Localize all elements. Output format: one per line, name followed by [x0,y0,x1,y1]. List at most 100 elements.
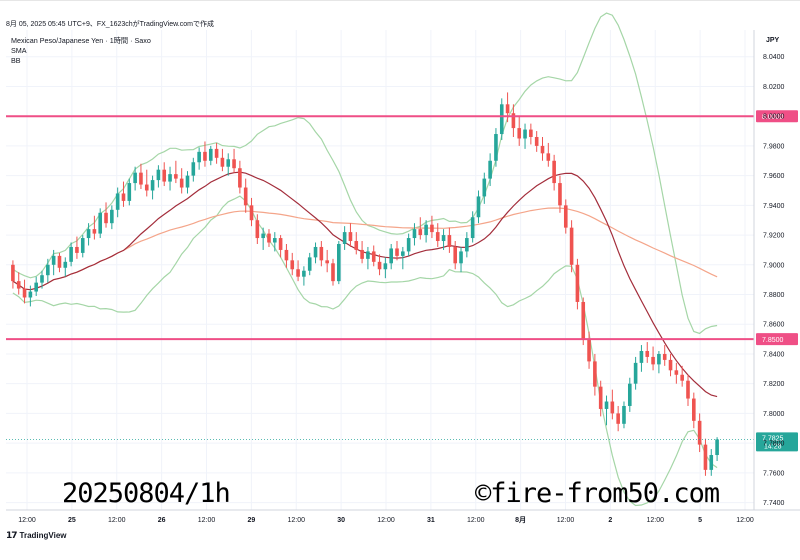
candle-body [325,260,329,264]
candle-body [232,159,236,169]
candle-body [575,264,580,302]
candle-body [139,172,143,185]
tradingview-logo-icon: 𝟭𝟳 [6,530,17,540]
candle-body [238,168,242,188]
candle-body [569,227,574,265]
candle-body [389,248,393,264]
x-tick-label: 12:00 [198,517,216,524]
symbol-line[interactable]: Mexican Peso/Japanese Yen · 1時間 · Saxo [11,36,151,45]
candle-body [412,229,417,239]
candle-body [424,224,428,236]
y-tick-label: 7.8200 [763,381,785,388]
candle-body [366,251,370,259]
candle-body [715,439,719,456]
indicator-bb[interactable]: BB [11,56,21,65]
x-tick-label: 12:00 [18,517,36,524]
candle-body [11,264,15,282]
candle-body [441,235,446,242]
candle-body [668,359,673,371]
candle-body [174,174,178,179]
candle-body [371,251,376,262]
candle-body [406,238,411,252]
candle-body [144,184,149,191]
x-tick-label: 12:00 [377,517,395,524]
candle-body [284,249,289,261]
y-tick-label: 8.0200 [763,84,785,91]
currency-label: JPY [766,37,780,44]
candle-body [587,339,591,362]
last-price-label: 7.7825 [762,435,784,442]
candle-body [168,174,172,182]
candle-body [360,249,364,259]
candle-body [610,401,615,414]
sma-short-line [12,171,718,398]
x-tick-label: 12:00 [736,517,754,524]
y-tick-label: 7.9200 [763,233,785,240]
y-tick-label: 7.9000 [763,262,785,269]
candle-body [46,264,50,276]
chart-header: 8月 05, 2025 05:45 UTC+9、FX_1623chがTradin… [6,19,214,32]
candle-body [470,217,475,239]
snapshot-meta: 8月 05, 2025 05:45 UTC+9、FX_1623chがTradin… [6,21,214,28]
candle-body [697,420,702,445]
candle-body [179,178,184,188]
candle-body [430,224,434,233]
candle-body [627,383,632,406]
x-tick-label: 29 [247,517,255,524]
candle-body [494,134,498,161]
candle-body [482,178,487,197]
candle-body [302,270,306,277]
candle-body [488,160,492,179]
candle-body [69,246,73,262]
candle-body [534,136,539,146]
candle-body [401,251,405,256]
candle-body [185,175,190,188]
candlesticks [11,92,719,476]
candle-body [156,169,161,181]
x-tick-label: 12:00 [646,517,664,524]
candle-body [383,263,388,270]
candle-body [633,362,638,384]
candle-body [92,229,97,234]
candle-body [546,153,551,161]
bb-upper-band [12,12,718,335]
x-tick-label: 5 [698,517,702,524]
candle-body [203,151,207,161]
y-tick-label: 7.8800 [763,292,785,299]
y-tick-label: 7.8000 [763,411,785,418]
candle-body [150,180,155,191]
last-price-tag [756,432,798,452]
candle-body [22,288,27,298]
candle-body [377,261,382,270]
tradingview-logo[interactable]: 𝟭𝟳 TradingView [6,530,67,541]
x-tick-label: 31 [427,517,435,524]
x-tick-label: 25 [68,517,76,524]
candle-body [63,261,68,268]
indicator-sma[interactable]: SMA [11,46,27,55]
date-caption: 20250804/1h [62,478,231,509]
y-tick-label: 8.0400 [763,54,785,61]
candle-body [208,148,213,161]
legend-panel: Mexican Peso/Japanese Yen · 1時間 · Saxo S… [11,36,151,66]
y-tick-label: 7.8400 [763,351,785,358]
x-tick-label: 26 [158,517,166,524]
candle-body [651,356,655,365]
x-tick-label: 8月 [515,516,526,524]
candle-body [249,205,254,221]
candle-body [505,104,510,114]
candle-body [435,232,440,242]
candle-body [98,212,103,234]
level-price-label: 8.0000 [762,114,784,121]
candle-body [657,353,661,365]
candle-body [529,129,533,137]
level-price-label: 7.8500 [762,337,784,344]
y-tick-label: 7.8600 [763,322,785,329]
candle-body [523,129,527,139]
candle-body [28,291,33,298]
candle-body [40,275,44,283]
candle-body [296,269,300,277]
candle-body [604,401,609,409]
candle-body [220,157,225,167]
